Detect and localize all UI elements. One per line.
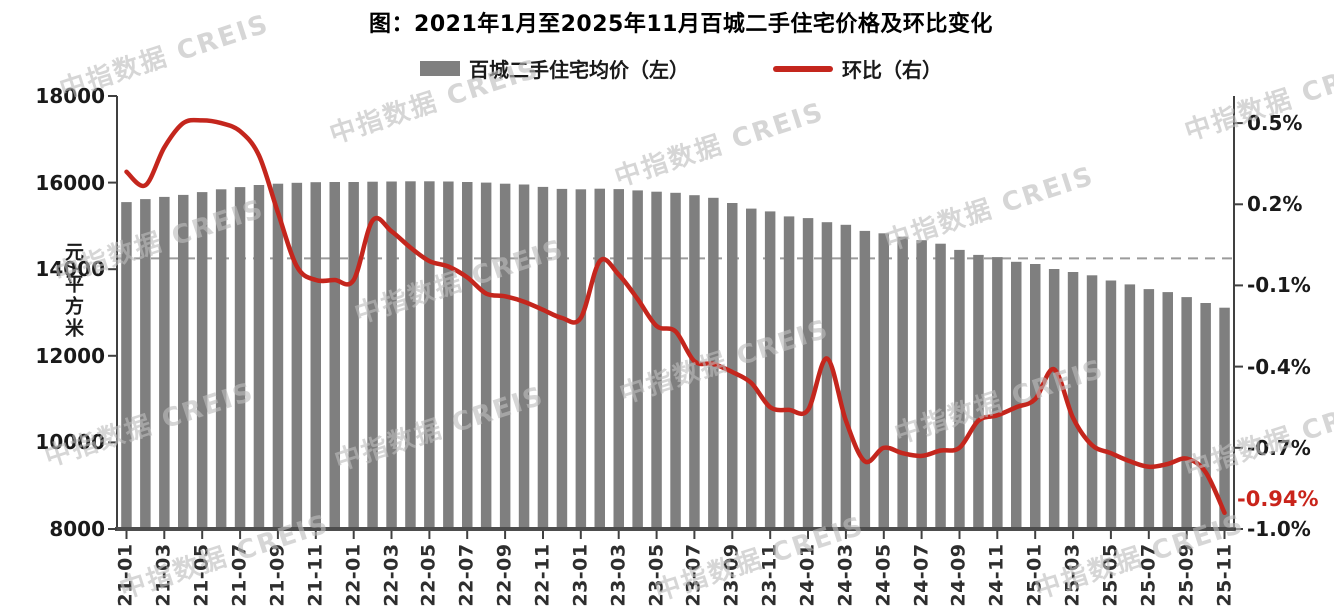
price-bar bbox=[462, 182, 473, 529]
price-bar bbox=[878, 233, 889, 530]
price-bar bbox=[310, 182, 321, 529]
price-bar bbox=[632, 190, 643, 529]
price-bar bbox=[840, 224, 852, 530]
price-bar bbox=[443, 181, 454, 529]
price-bar bbox=[783, 216, 795, 529]
right-axis-tick-label: 0.2% bbox=[1247, 192, 1303, 216]
price-bar bbox=[973, 254, 984, 529]
price-bar bbox=[897, 236, 908, 529]
price-bar bbox=[367, 181, 378, 529]
price-bar bbox=[1124, 284, 1136, 529]
right-axis-tick-label: -1.0% bbox=[1247, 517, 1311, 541]
bar-swatch-icon bbox=[420, 61, 460, 76]
left-axis-tick-label: 14000 bbox=[35, 257, 105, 281]
price-bar bbox=[992, 257, 1003, 529]
price-bar bbox=[140, 199, 151, 529]
left-axis-tick-label: 8000 bbox=[49, 517, 105, 541]
legend-item-mom-line: 环比（右） bbox=[773, 54, 942, 83]
mom-change-line bbox=[124, 117, 1227, 516]
right-axis-tick-label: -0.7% bbox=[1247, 436, 1311, 460]
price-bar bbox=[575, 189, 587, 530]
price-bar bbox=[764, 211, 776, 529]
left-axis-tick-label: 12000 bbox=[35, 344, 105, 368]
price-bar bbox=[348, 182, 359, 529]
price-bar bbox=[821, 222, 833, 529]
price-bar bbox=[556, 188, 568, 529]
price-bar bbox=[537, 186, 549, 529]
price-bar bbox=[178, 194, 189, 529]
price-bar bbox=[121, 202, 132, 529]
price-bar bbox=[196, 192, 208, 529]
price-bar bbox=[746, 208, 757, 529]
legend: 百城二手住宅均价（左） 环比（右） bbox=[0, 54, 1334, 83]
price-bar bbox=[405, 181, 416, 530]
price-bar bbox=[480, 182, 492, 529]
price-bar bbox=[727, 203, 738, 529]
price-bar bbox=[518, 184, 530, 529]
price-bar bbox=[1067, 272, 1079, 529]
price-bar bbox=[802, 218, 814, 529]
price-bar bbox=[215, 189, 227, 530]
legend-bars-label: 百城二手住宅均价（左） bbox=[469, 58, 689, 82]
price-bar bbox=[935, 243, 946, 529]
price-bar bbox=[1105, 280, 1117, 529]
price-bar bbox=[234, 187, 246, 529]
latest-mom-annotation: -0.94% bbox=[1237, 487, 1319, 511]
left-axis-title: 元/平方米 bbox=[62, 242, 84, 340]
price-bar bbox=[1162, 292, 1173, 529]
price-bar bbox=[386, 181, 397, 529]
legend-item-price-bars: 百城二手住宅均价（左） bbox=[420, 54, 689, 83]
price-bar bbox=[253, 185, 265, 529]
price-bar bbox=[329, 182, 340, 529]
price-bar bbox=[1011, 261, 1022, 529]
x-axis-tick-label-text: 25-11 bbox=[1214, 543, 1236, 607]
price-bar bbox=[859, 230, 871, 529]
price-bar bbox=[1200, 303, 1211, 529]
right-axis-tick-label: -0.1% bbox=[1247, 273, 1311, 297]
price-bar bbox=[159, 196, 170, 529]
price-bar bbox=[1219, 307, 1230, 529]
price-bar bbox=[1143, 289, 1155, 529]
price-bar bbox=[272, 183, 284, 529]
left-axis-tick-label: 10000 bbox=[35, 430, 105, 454]
price-bar bbox=[1086, 275, 1098, 529]
legend-line-label: 环比（右） bbox=[842, 58, 942, 82]
price-bar bbox=[651, 191, 662, 529]
x-axis-tick-label: 25-11 bbox=[1195, 537, 1255, 613]
page-title: 图：2021年1月至2025年11月百城二手住宅价格及环比变化 bbox=[369, 12, 993, 37]
price-bar bbox=[916, 240, 927, 529]
price-bar bbox=[291, 182, 303, 530]
price-bar bbox=[499, 183, 511, 529]
right-axis-tick-label: -0.4% bbox=[1247, 355, 1311, 379]
left-axis-tick-label: 16000 bbox=[35, 171, 105, 195]
price-bar bbox=[594, 188, 605, 529]
line-swatch-icon bbox=[773, 65, 833, 72]
price-bar bbox=[670, 192, 681, 530]
price-bar bbox=[1048, 269, 1060, 529]
price-bar bbox=[424, 181, 435, 530]
left-axis-tick-label: 18000 bbox=[35, 84, 105, 108]
price-bar bbox=[1181, 297, 1192, 529]
price-bar bbox=[613, 189, 624, 529]
right-axis-tick-label: 0.5% bbox=[1247, 111, 1303, 135]
price-bar bbox=[954, 249, 965, 529]
